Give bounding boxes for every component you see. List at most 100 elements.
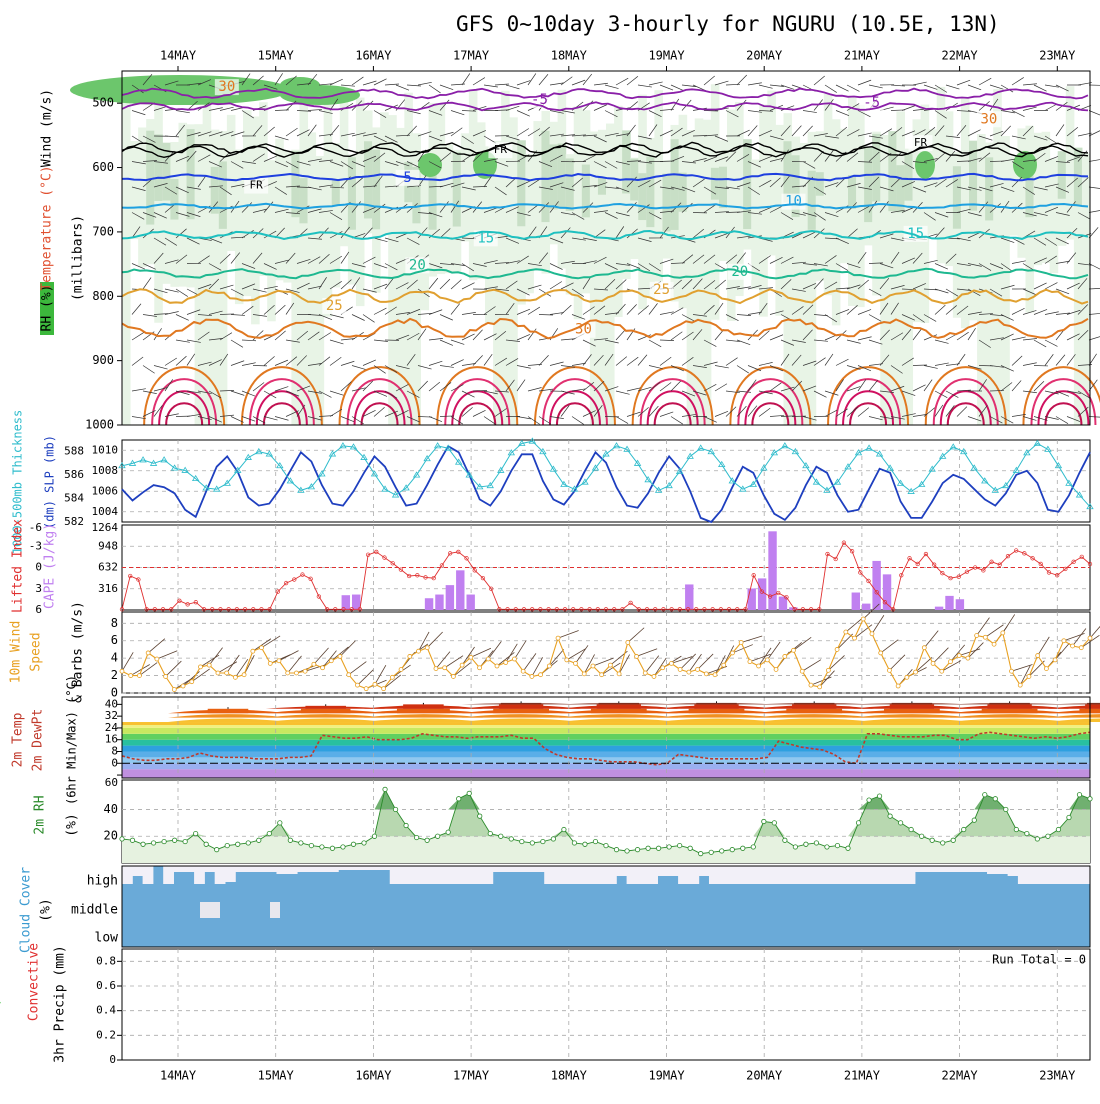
temperature-band: [122, 769, 1090, 778]
cape-bar: [862, 604, 870, 610]
rh-point: [372, 834, 376, 838]
cloud-gap: [1028, 866, 1039, 884]
wind-barb: [1045, 354, 1053, 365]
wind10-point: [120, 669, 124, 673]
wind-barb: [528, 307, 540, 314]
cloud-gap: [657, 866, 668, 876]
cloud-level-label: high: [87, 874, 118, 889]
wind-barb: [176, 111, 190, 113]
precip-tick: 0.6: [96, 979, 116, 992]
wind10-barb: [427, 632, 442, 648]
wind10-point: [547, 664, 551, 668]
wind-barb: [330, 391, 343, 395]
cloud-gap: [472, 866, 483, 884]
cloud-gap: [390, 866, 401, 884]
wind-barb: [737, 366, 749, 374]
temperature-mound: [1047, 719, 1100, 723]
wind-barb: [286, 101, 296, 111]
wind-barb: [429, 85, 441, 93]
cloud-gap: [122, 866, 133, 884]
wind-barb: [451, 340, 464, 344]
wind10-barb: [793, 637, 811, 650]
rh-point: [341, 845, 345, 849]
rh-shading: [388, 115, 397, 425]
cloud-gap: [771, 866, 782, 884]
wind10-barb: [340, 641, 355, 657]
wind-barb: [858, 337, 872, 340]
wind10-point: [417, 649, 421, 653]
cloud-gap: [719, 866, 730, 884]
rh-shading: [283, 151, 292, 283]
wind-barb: [726, 358, 738, 366]
wind-barb: [429, 310, 442, 315]
wind10-point: [983, 635, 987, 639]
date-label-top: 16MAY: [355, 49, 392, 63]
tick-label: 600: [92, 160, 114, 174]
wind10-barb: [314, 648, 329, 664]
rh-shading-60: [662, 174, 671, 232]
wind10-point: [652, 674, 656, 678]
cloud-gap: [421, 866, 432, 884]
wind10-point: [1010, 669, 1014, 673]
temperature-mound: [696, 703, 737, 704]
date-label-bottom: 15MAY: [258, 1069, 295, 1083]
date-label-bottom: 16MAY: [355, 1069, 392, 1083]
wind10-barb: [680, 654, 696, 670]
temperature-band: [122, 751, 1090, 757]
wind10-point: [957, 654, 961, 658]
cloud-gap: [200, 902, 220, 918]
wind10-point: [975, 634, 979, 638]
rh-point: [572, 841, 576, 845]
date-label-bottom: 19MAY: [648, 1069, 685, 1083]
wind10-point: [408, 654, 412, 658]
thickness-point: [435, 443, 441, 448]
cape-bar: [779, 597, 787, 610]
rh-shading-60: [566, 158, 575, 210]
temperature-mound: [657, 714, 777, 718]
cloud-gap: [441, 866, 452, 884]
cloud-gap: [709, 866, 720, 884]
wind-barb: [946, 85, 959, 89]
cloud-gap: [1080, 866, 1091, 884]
wind10-point: [129, 674, 133, 678]
rh-shading-60: [646, 157, 655, 228]
date-label-bottom: 14MAY: [160, 1069, 197, 1083]
wind-barb: [429, 382, 440, 391]
temperature-mound: [599, 703, 640, 704]
li-tick: -3: [29, 539, 42, 552]
temperature-mound: [501, 703, 542, 704]
temperature-mound: [689, 709, 745, 713]
wind-barb: [616, 417, 628, 424]
cloud-gap: [1008, 866, 1019, 876]
wind-barb: [352, 77, 363, 85]
rh-shading-60: [332, 179, 341, 206]
rh-point: [993, 797, 997, 801]
wind10-point: [251, 649, 255, 653]
temperature-mound: [989, 703, 1030, 704]
wind-barb: [660, 340, 674, 341]
rh-point: [236, 842, 240, 846]
wind-barb: [1012, 308, 1025, 314]
wind-barb: [451, 111, 464, 115]
cloud-gap: [905, 866, 916, 884]
isotherm-label: 30: [980, 111, 997, 127]
wind-barb: [330, 79, 343, 85]
temperature-mound: [982, 709, 1038, 713]
wind-barb: [847, 85, 859, 91]
isotherm-line: [752, 403, 788, 425]
wind-barb: [176, 315, 189, 321]
wind-barb: [561, 305, 571, 314]
cape-bar: [435, 595, 443, 610]
wind10-point: [347, 673, 351, 677]
wind10-point: [669, 661, 673, 665]
rh-point: [919, 834, 923, 838]
wind10-barb: [279, 651, 299, 661]
cloud-gap: [1018, 866, 1029, 884]
rh-point: [435, 834, 439, 838]
wind-barb: [1045, 283, 1057, 289]
wind10-point: [495, 664, 499, 668]
wind10-point: [765, 658, 769, 662]
wind10-barb: [968, 643, 983, 659]
rh-point: [162, 839, 166, 843]
